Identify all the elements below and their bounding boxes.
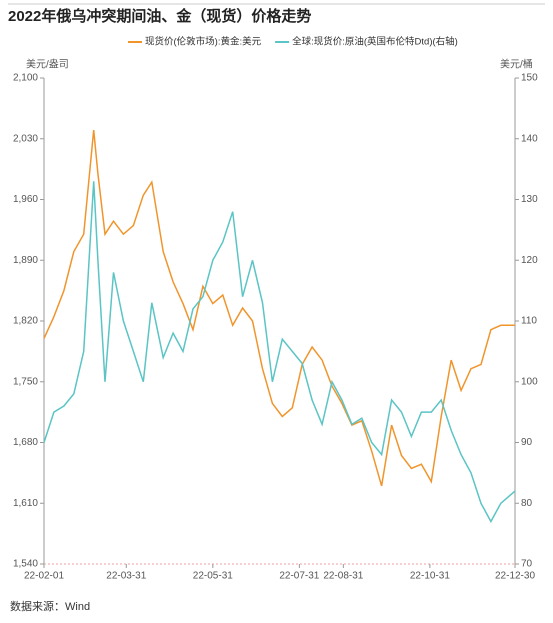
y-tick-label: 1,820 xyxy=(13,316,38,327)
y2-tick-label: 130 xyxy=(521,194,538,205)
x-tick-label: 22-08-31 xyxy=(323,571,363,582)
y2-tick-label: 110 xyxy=(521,316,537,327)
y-tick-label: 1,680 xyxy=(13,437,38,448)
y2-tick-label: 150 xyxy=(521,73,538,84)
y2-tick-label: 90 xyxy=(521,437,533,448)
chart-title: 2022年俄乌冲突期间油、金（现货）价格走势 xyxy=(8,7,311,25)
y-tick-label: 1,890 xyxy=(13,255,38,266)
legend-label: 现货价(伦敦市场):黄金:美元 xyxy=(145,36,262,48)
y-tick-label: 1,750 xyxy=(13,376,38,387)
y2-tick-label: 100 xyxy=(521,376,538,387)
x-tick-label: 22-10-31 xyxy=(410,571,450,582)
series-line xyxy=(43,181,516,524)
y-tick-label: 1,960 xyxy=(13,194,38,205)
y-tick-label: 2,100 xyxy=(13,73,38,84)
x-tick-label: 22-07-31 xyxy=(279,571,319,582)
x-tick-label: 22-12-30 xyxy=(495,571,535,582)
y2-axis-title: 美元/桶 xyxy=(500,58,533,71)
y2-tick-label: 70 xyxy=(521,559,533,570)
series-line xyxy=(43,130,515,487)
y2-tick-label: 80 xyxy=(521,498,533,509)
source: 数据来源：Wind xyxy=(10,599,90,613)
x-tick-label: 22-03-31 xyxy=(106,571,146,582)
y-tick-label: 1,540 xyxy=(13,559,38,570)
x-tick-label: 22-02-01 xyxy=(24,571,64,582)
y2-tick-label: 120 xyxy=(521,255,538,266)
x-tick-label: 22-05-31 xyxy=(193,571,233,582)
y-tick-label: 2,030 xyxy=(13,133,38,144)
y-axis-title: 美元/盎司 xyxy=(26,58,69,71)
legend-label: 全球:现货价:原油(英国布伦特Dtd)(右轴) xyxy=(292,36,458,48)
y-tick-label: 1,610 xyxy=(13,498,38,509)
y2-tick-label: 140 xyxy=(521,133,538,144)
